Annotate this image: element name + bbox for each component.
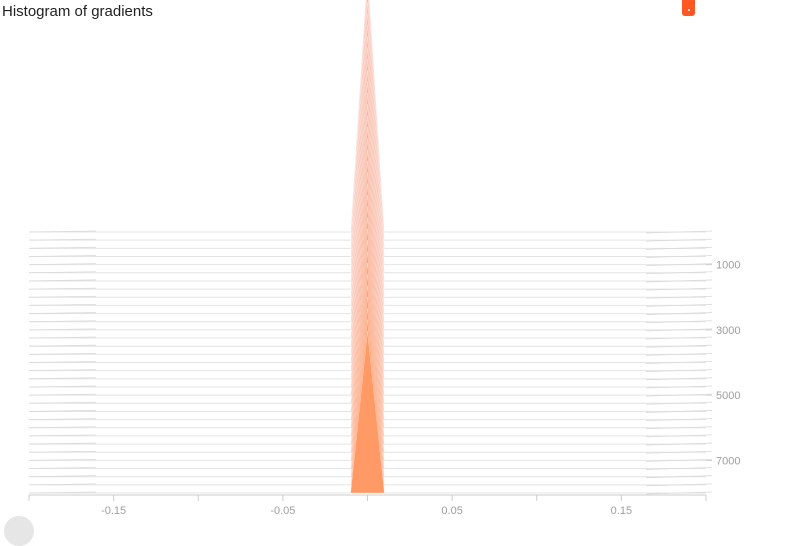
slice-right-edge: [645, 287, 713, 291]
slice-right-edge: [645, 295, 713, 299]
slice-left-edge: [28, 246, 97, 249]
slice-left-edge: [28, 304, 97, 306]
slice-left-edge: [28, 295, 97, 298]
slice-right-edge: [645, 385, 713, 389]
slice-left-edge: [28, 312, 97, 314]
y-tick-label: 5000: [716, 390, 740, 402]
slice-right-edge: [645, 434, 713, 438]
slice-right-edge: [645, 369, 713, 373]
x-tick-label: -0.05: [270, 505, 295, 517]
slice-right-edge: [645, 418, 713, 421]
slice-left-edge: [28, 377, 97, 380]
slice-right-edge: [645, 279, 713, 283]
y-tick-label: 1000: [716, 260, 740, 272]
slice-right-edge: [645, 426, 713, 430]
slice-left-edge: [28, 434, 97, 437]
slice-left-edge: [28, 279, 97, 282]
slice-left-edge: [28, 287, 97, 290]
slice-left-edge: [28, 238, 97, 241]
slice-right-edge: [645, 304, 713, 307]
slice-left-edge: [28, 255, 97, 257]
slice-right-edge: [645, 246, 713, 250]
x-tick-label: -0.15: [101, 505, 126, 517]
slice-right-edge: [645, 320, 713, 324]
slice-left-edge: [28, 328, 97, 331]
slice-right-edge: [645, 458, 713, 462]
slice-right-edge: [645, 361, 713, 364]
slice-right-edge: [645, 230, 713, 234]
slice-right-edge: [645, 393, 713, 397]
slice-left-edge: [28, 450, 97, 453]
slice-left-edge: [28, 410, 97, 412]
slice-right-edge: [645, 377, 713, 381]
slice-left-edge: [28, 369, 97, 372]
slice-right-edge: [645, 467, 713, 470]
x-tick-label: 0.15: [611, 505, 632, 517]
slice-left-edge: [28, 352, 97, 355]
slice-right-edge: [645, 475, 713, 479]
slice-left-edge: [28, 442, 97, 445]
y-tick-label: 7000: [716, 455, 740, 467]
slice-right-edge: [645, 483, 713, 487]
slice-left-edge: [28, 344, 97, 347]
slice-right-edge: [645, 328, 713, 332]
slice-left-edge: [28, 475, 97, 478]
slice-right-edge: [645, 352, 713, 356]
slice-right-edge: [645, 255, 713, 258]
slice-right-edge: [645, 263, 713, 267]
slice-right-edge: [645, 336, 713, 340]
slice-left-edge: [28, 458, 97, 461]
slice-left-edge: [28, 491, 97, 494]
slice-left-edge: [28, 393, 97, 396]
slice-left-edge: [28, 426, 97, 429]
histogram-slice: [350, 330, 385, 494]
slice-left-edge: [28, 418, 97, 420]
slice-left-edge: [28, 263, 97, 266]
slice-left-edge: [28, 271, 97, 274]
slice-right-edge: [645, 238, 713, 242]
chart-title: Histogram of gradients: [2, 3, 153, 20]
slice-right-edge: [645, 491, 713, 495]
slice-left-edge: [28, 230, 97, 233]
x-tick-label: 0.05: [441, 505, 462, 517]
slice-left-edge: [28, 483, 97, 486]
slice-left-edge: [28, 361, 97, 363]
slice-right-edge: [645, 344, 713, 348]
y-tick-label: 3000: [716, 325, 740, 337]
slice-right-edge: [645, 450, 713, 454]
slice-right-edge: [645, 410, 713, 413]
slice-left-edge: [28, 401, 97, 404]
slice-left-edge: [28, 385, 97, 388]
slice-right-edge: [645, 442, 713, 446]
slice-left-edge: [28, 467, 97, 469]
slice-right-edge: [645, 271, 713, 275]
slice-right-edge: [645, 401, 713, 405]
pin-icon[interactable]: [682, 0, 695, 16]
slice-left-edge: [28, 336, 97, 339]
slice-left-edge: [28, 320, 97, 323]
histogram-chart: -0.15 -0.05 0.05 0.15 1000 3000 5000 7000: [28, 0, 740, 517]
slice-right-edge: [645, 312, 713, 315]
